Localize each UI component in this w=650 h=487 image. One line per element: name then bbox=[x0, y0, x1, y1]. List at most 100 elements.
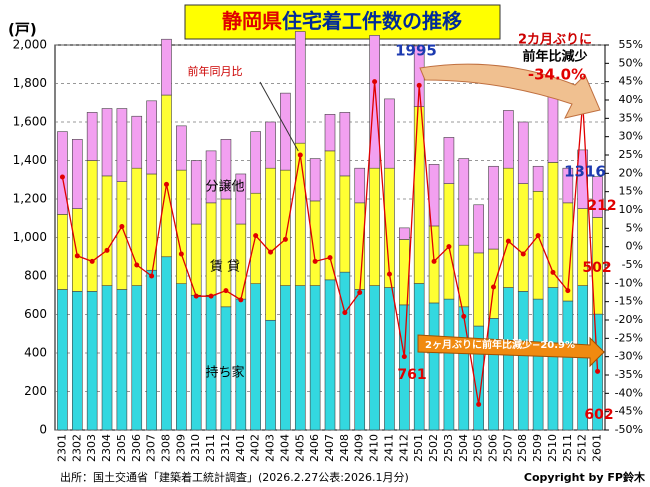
yoy-point bbox=[253, 233, 259, 239]
bar-segment bbox=[71, 139, 83, 209]
yoy-point bbox=[208, 293, 214, 299]
bar-segment bbox=[309, 285, 321, 431]
bar-segment bbox=[161, 94, 172, 258]
x-tick-label: 2601 bbox=[591, 434, 604, 462]
bar-segment bbox=[488, 248, 499, 319]
y-tick-label: 1,000 bbox=[13, 230, 47, 244]
bar-segment bbox=[205, 294, 217, 431]
y2-tick-label: 40% bbox=[619, 93, 643, 106]
y2-tick-label: 15% bbox=[619, 185, 643, 198]
bar-segment bbox=[190, 294, 202, 431]
x-tick-label: 2403 bbox=[264, 434, 277, 462]
bar-segment bbox=[443, 298, 455, 431]
x-tick-label: 2309 bbox=[174, 434, 187, 462]
x-tick-label: 2509 bbox=[531, 434, 544, 462]
series-label: 持ち家 bbox=[205, 365, 244, 381]
yoy-point bbox=[357, 290, 363, 295]
bar-segment bbox=[458, 158, 470, 246]
yoy-point bbox=[505, 238, 511, 244]
yoy-point bbox=[431, 258, 437, 264]
bar-segment bbox=[503, 167, 514, 288]
bar-segment bbox=[339, 175, 351, 273]
bar-segment bbox=[473, 204, 484, 254]
bar-segment bbox=[146, 100, 157, 175]
bar-segment bbox=[280, 92, 291, 171]
bar-segment bbox=[220, 139, 232, 200]
bar-segment bbox=[250, 131, 261, 194]
x-tick-label: 2501 bbox=[412, 434, 425, 462]
x-tick-label: 2507 bbox=[501, 434, 514, 462]
yoy-point bbox=[416, 82, 422, 88]
annotation: -34.0% bbox=[528, 66, 586, 84]
yoy-point bbox=[312, 258, 318, 264]
x-tick-label: 2306 bbox=[130, 434, 143, 462]
yoy-point bbox=[59, 174, 65, 180]
series-label: 賃 貸 bbox=[210, 259, 240, 275]
y-tick-label: 1,800 bbox=[13, 76, 47, 90]
bar-segment bbox=[250, 283, 261, 431]
x-tick-label: 2305 bbox=[115, 434, 128, 462]
bar-segment bbox=[592, 176, 603, 218]
x-tick-label: 2407 bbox=[323, 434, 336, 462]
title-text: 住宅着工件数の推移 bbox=[282, 9, 462, 33]
bar-segment bbox=[86, 291, 98, 431]
bar-segment bbox=[577, 149, 589, 209]
bar-segment bbox=[532, 298, 544, 431]
bar-segment bbox=[562, 300, 574, 431]
y-axis-label: (戸) bbox=[8, 21, 37, 39]
y2-tick-label: 20% bbox=[619, 166, 643, 179]
yoy-point bbox=[520, 251, 526, 257]
bar-segment bbox=[131, 115, 143, 169]
bar-segment bbox=[547, 162, 559, 288]
bar-segment bbox=[503, 110, 514, 169]
yoy-point bbox=[178, 251, 184, 257]
bar-segment bbox=[532, 165, 544, 192]
y2-tick-label: 25% bbox=[619, 148, 643, 161]
x-tick-label: 2410 bbox=[368, 434, 381, 462]
bar-segment bbox=[205, 202, 217, 296]
x-tick-label: 2502 bbox=[427, 434, 440, 462]
bar-segment bbox=[176, 125, 187, 171]
yoy-point bbox=[297, 152, 303, 158]
value-label: 212 bbox=[587, 198, 616, 214]
yoy-point bbox=[327, 255, 333, 261]
y2-tick-label: 5% bbox=[626, 221, 643, 234]
bar-segment bbox=[428, 225, 440, 304]
bar-segment bbox=[547, 90, 559, 163]
bar-segment bbox=[235, 173, 247, 225]
y2-tick-label: -25% bbox=[615, 331, 643, 344]
bar-segment bbox=[146, 269, 157, 431]
yoy-point bbox=[149, 273, 155, 279]
annotation: 2カ月ぶりに bbox=[518, 33, 592, 48]
bar-segment bbox=[280, 285, 291, 431]
y2-tick-label: -40% bbox=[615, 386, 643, 399]
y2-tick-label: 35% bbox=[619, 111, 643, 124]
x-tick-label: 2411 bbox=[382, 434, 395, 462]
annotation: 前年比減少 bbox=[522, 49, 587, 65]
bar-segment bbox=[116, 289, 128, 431]
bar-segment bbox=[517, 291, 529, 431]
x-tick-label: 2402 bbox=[249, 434, 262, 462]
y2-tick-label: 10% bbox=[619, 203, 643, 216]
bar-segment bbox=[384, 98, 395, 169]
bar-segment bbox=[413, 283, 425, 431]
bar-segment bbox=[399, 227, 410, 240]
series-label: 分譲他 bbox=[205, 179, 244, 195]
bar-segment bbox=[384, 287, 395, 431]
bar-segment bbox=[369, 285, 380, 431]
y-tick-label: 1,200 bbox=[13, 192, 47, 206]
yoy-point bbox=[282, 236, 288, 242]
yoy-point bbox=[535, 233, 541, 239]
x-tick-label: 2310 bbox=[189, 434, 202, 462]
y2-tick-label: -10% bbox=[615, 276, 643, 289]
yoy-point bbox=[461, 313, 467, 319]
x-tick-label: 2511 bbox=[561, 434, 574, 462]
bar-segment bbox=[428, 302, 440, 431]
copyright: Copyright by FP鈴木 bbox=[524, 470, 646, 484]
bar-segment bbox=[517, 121, 529, 184]
value-label: 761 bbox=[397, 367, 426, 383]
bar-segment bbox=[131, 285, 143, 431]
bar-segment bbox=[562, 167, 574, 204]
yoy-point bbox=[595, 368, 601, 374]
yoy-point bbox=[491, 284, 497, 290]
